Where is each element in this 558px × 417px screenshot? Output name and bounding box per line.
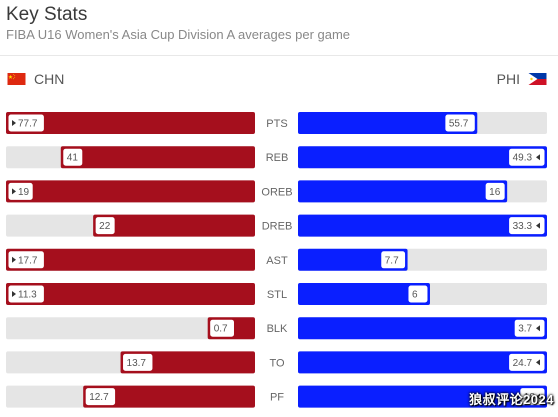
stat-row: STL 11.3 6 (6, 283, 547, 305)
chn-bar (6, 283, 255, 305)
chn-bar (120, 351, 255, 374)
chn-value-label: 19 (18, 187, 30, 198)
chn-leader-icon (12, 256, 16, 263)
phi-bar (298, 351, 547, 374)
phi-value-label: 49.3 (513, 153, 533, 164)
phi-value-pill (407, 284, 429, 304)
stat-label-to: TO (269, 357, 285, 369)
team-left-name: CHN (34, 71, 65, 87)
chn-leader-icon (12, 291, 16, 297)
phi-value-label: 24.7 (513, 358, 533, 369)
chn-value-pill (209, 318, 235, 338)
chn-value-label: 12.7 (89, 392, 109, 403)
phi-leader-icon (536, 393, 540, 400)
chn-value-pill (7, 284, 45, 304)
stat-row: TO 13.7 24.7 (6, 351, 547, 374)
phi-value-label: 16 (489, 187, 501, 198)
phi-bar (298, 214, 547, 237)
stat-label-pf: PF (270, 392, 284, 404)
phi-value-label: 18 (524, 392, 536, 403)
header-divider (0, 55, 558, 56)
chn-value-pill (122, 352, 154, 372)
stat-row: PTS 77.7 55.7 (6, 112, 547, 134)
phi-value-pill (508, 147, 546, 167)
chn-value-pill (7, 250, 45, 270)
phi-leader-icon (536, 325, 540, 332)
chn-value-pill (94, 216, 116, 236)
phi-value-pill (380, 250, 407, 270)
phi-bar (298, 385, 547, 408)
phi-value-label: 33.3 (513, 221, 533, 232)
chn-value-label: 0.7 (214, 324, 228, 335)
chn-leader-icon (12, 120, 16, 126)
team-right: PHI (497, 71, 547, 87)
phi-value-pill (508, 216, 546, 236)
stat-label-reb: REB (266, 152, 289, 164)
chn-leader-icon (12, 188, 16, 195)
chn-bar (83, 385, 255, 408)
chn-value-label: 77.7 (18, 119, 38, 130)
chn-value-label: 17.7 (18, 255, 38, 266)
stat-row: REB 41 49.3 (6, 146, 547, 169)
chart-title: Key Stats (6, 4, 88, 25)
phi-value-label: 6 (412, 290, 418, 301)
chn-value-pill (7, 181, 34, 201)
phi-bar (298, 112, 478, 134)
chn-value-label: 11.3 (18, 290, 37, 301)
chn-bar (6, 180, 255, 203)
phi-leader-icon (536, 359, 540, 366)
stat-label-stl: STL (267, 289, 287, 301)
phi-bar (298, 146, 547, 169)
chn-track (6, 317, 255, 340)
philippines-flag-icon (528, 73, 547, 85)
stat-label-pts: PTS (266, 118, 287, 130)
phi-bar (298, 248, 408, 271)
chart-subtitle: FIBA U16 Women's Asia Cup Division A ave… (6, 27, 351, 42)
stat-row: AST 17.7 7.7 (6, 248, 547, 271)
stat-row: BLK 0.7 3.7 (6, 317, 547, 340)
stat-label-oreb: OREB (261, 186, 292, 198)
stat-row: DREB 22 33.3 (6, 214, 547, 237)
phi-value-pill (484, 181, 506, 201)
stat-row: OREB 19 16 (6, 180, 547, 203)
chn-value-label: 22 (99, 221, 111, 232)
phi-leader-icon (536, 154, 540, 161)
watermark: 狼叔评论2024 (469, 392, 554, 407)
chn-value-pill (84, 387, 117, 407)
team-left: CHN (7, 71, 64, 87)
phi-leader-icon (536, 222, 540, 229)
phi-value-pill (508, 352, 546, 372)
phi-value-pill (444, 113, 476, 133)
chn-value-pill (62, 147, 84, 167)
phi-value-label: 3.7 (518, 324, 532, 335)
phi-value-label: 55.7 (449, 119, 469, 130)
china-flag-icon (7, 73, 26, 85)
stat-label-blk: BLK (267, 323, 288, 335)
phi-value-pill (519, 387, 546, 407)
phi-value-label: 7.7 (385, 255, 399, 266)
phi-bar (298, 283, 430, 305)
phi-value-pill (513, 318, 546, 338)
phi-bar (298, 317, 547, 340)
phi-bar (298, 180, 508, 203)
team-right-name: PHI (496, 71, 520, 87)
stat-label-ast: AST (266, 255, 288, 267)
chn-bar (60, 146, 255, 169)
chn-value-label: 41 (67, 153, 79, 164)
stat-label-dreb: DREB (262, 221, 293, 233)
chn-bar (93, 214, 256, 237)
chn-bar (6, 112, 255, 134)
chn-bar (6, 248, 255, 271)
chn-value-label: 13.7 (127, 358, 147, 369)
stat-row: PF 12.7 18 (6, 385, 547, 408)
chn-value-pill (7, 113, 45, 133)
